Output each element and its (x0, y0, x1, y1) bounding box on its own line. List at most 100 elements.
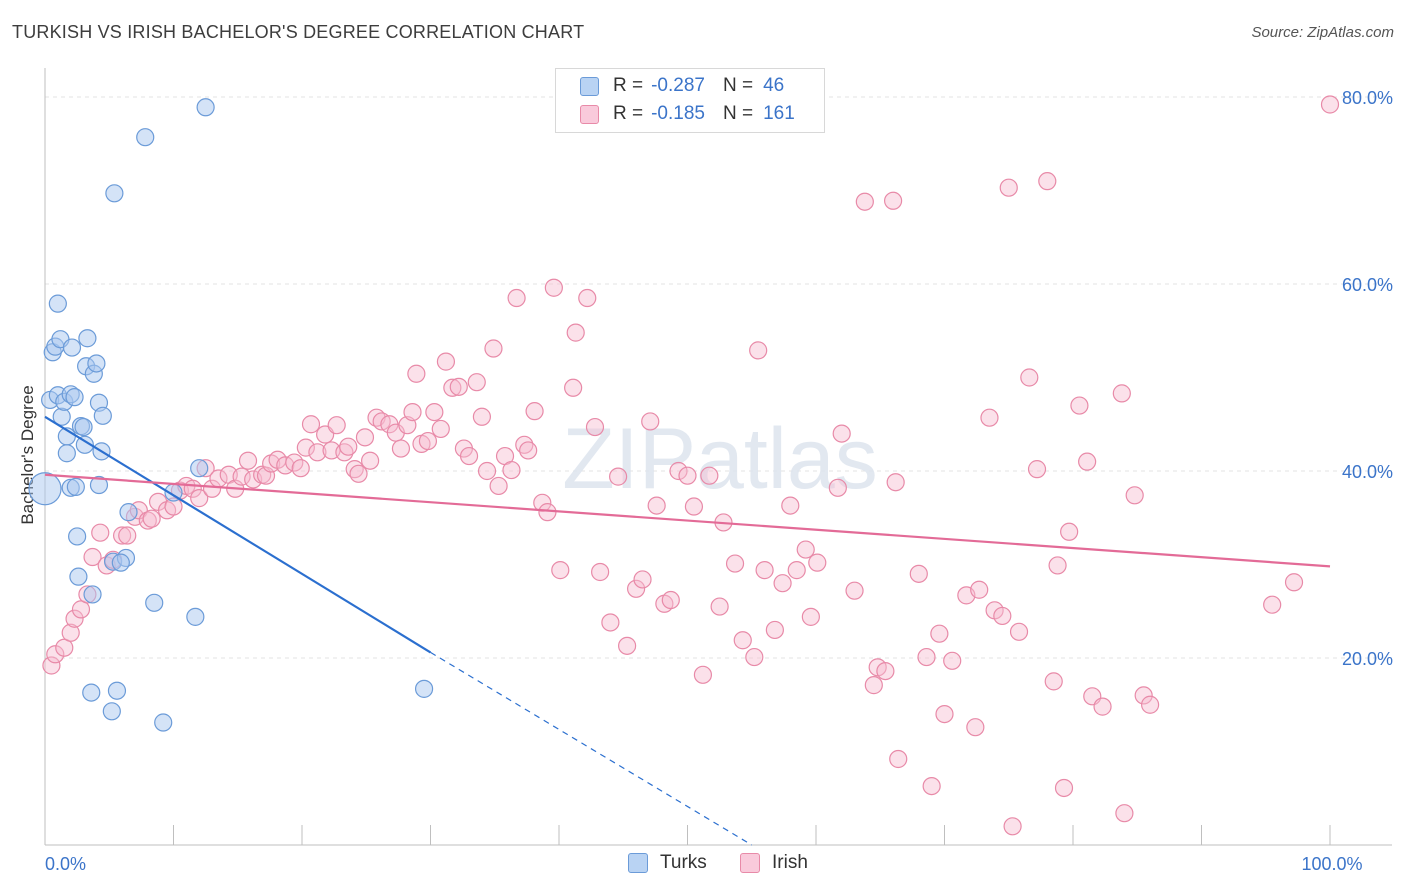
y-tick-label: 60.0% (1342, 275, 1393, 295)
irish-point (308, 443, 327, 462)
irish-point (684, 497, 704, 516)
legend-n-label: N = (722, 75, 754, 96)
irish-point (832, 424, 851, 443)
turks-point (69, 567, 88, 586)
legend-row-irish: R = -0.185 N = 161 (580, 102, 795, 126)
irish-point (507, 288, 526, 308)
irish-point (930, 624, 949, 643)
irish-point (1320, 95, 1340, 114)
tick-labels: 20.0% 40.0% 60.0% 80.0% 0.0% 100.0% (45, 88, 1393, 874)
watermark: ZIPatlas (562, 411, 877, 507)
turks-point (154, 713, 173, 732)
irish-point (855, 192, 874, 211)
irish-point (190, 489, 209, 508)
irish-point (42, 656, 61, 675)
legend-r-label: R = (613, 75, 644, 96)
irish-point (1078, 452, 1097, 471)
irish-point (1115, 804, 1134, 823)
trend-layer (44, 415, 1331, 846)
irish-point (484, 339, 503, 358)
irish-point (966, 718, 985, 737)
irish-point (238, 451, 258, 470)
irish-point (678, 466, 697, 485)
irish-point (578, 288, 597, 308)
legend-r-value: -0.287 (651, 75, 705, 96)
irish-point (361, 451, 380, 470)
irish-point (1048, 556, 1067, 575)
x-tick-label: 0.0% (45, 854, 86, 874)
irish-point (564, 378, 583, 397)
irish-point (232, 467, 251, 486)
irish-point (970, 580, 989, 599)
irish-point (544, 278, 563, 297)
turks-trend-line (44, 415, 432, 654)
irish-point (459, 446, 479, 466)
legend-item-irish[interactable]: Irish (740, 852, 808, 874)
irish-point (538, 503, 557, 522)
turks-point (119, 503, 138, 522)
irish-point (909, 564, 928, 583)
irish-point (700, 466, 719, 485)
turks-point (57, 444, 76, 463)
irish-point (935, 704, 954, 724)
turks-point (414, 679, 434, 698)
turks-point (145, 593, 164, 612)
irish-point (749, 341, 768, 360)
irish-point (467, 373, 486, 392)
irish-point (765, 620, 784, 640)
irish-point (407, 364, 426, 383)
irish-point (1038, 172, 1057, 191)
turks-points (28, 98, 434, 732)
irish-point (1070, 396, 1089, 415)
turks-point (68, 527, 87, 546)
irish-point (626, 579, 646, 598)
irish-point (1003, 817, 1022, 836)
y-tick-label: 80.0% (1342, 88, 1393, 108)
correlation-legend: R = -0.287 N = 46 R = -0.185 N = 161 (555, 68, 825, 133)
irish-point (787, 561, 806, 580)
irish-point (349, 464, 368, 483)
irish-point (296, 438, 315, 457)
irish-point (1125, 486, 1144, 505)
turks-point (62, 338, 82, 357)
legend-label-irish: Irish (772, 852, 808, 873)
irish-point (1044, 672, 1063, 691)
irish-point (801, 607, 820, 626)
turks-trend-extension (430, 651, 753, 846)
legend-r-label: R = (613, 103, 644, 124)
irish-point (980, 408, 999, 427)
turks-swatch (628, 853, 648, 873)
turks-point (66, 477, 85, 496)
irish-point (647, 496, 666, 515)
irish-point (46, 645, 65, 664)
irish-point (693, 665, 713, 684)
irish-point (710, 597, 729, 616)
turks-point (74, 417, 93, 437)
legend-item-turks[interactable]: Turks (628, 852, 707, 874)
irish-point (633, 570, 652, 589)
x-tick-label: 100.0% (1301, 854, 1362, 874)
irish-point (489, 476, 508, 496)
irish-point (585, 417, 605, 437)
chart-title: TURKISH VS IRISH BACHELOR'S DEGREE CORRE… (12, 22, 585, 42)
irish-point (828, 478, 847, 497)
irish-point (391, 439, 411, 458)
irish-point (525, 402, 544, 421)
irish-point (202, 479, 222, 498)
irish-swatch (580, 104, 599, 124)
irish-point (609, 467, 628, 486)
irish-point (993, 606, 1012, 626)
irish-point (745, 647, 764, 667)
irish-point (83, 547, 102, 567)
irish-point (845, 581, 864, 600)
irish-point (472, 407, 491, 426)
source-label: Source: ZipAtlas.com (1251, 24, 1394, 41)
irish-point (566, 323, 585, 342)
irish-trend-line (44, 473, 1331, 568)
irish-point (943, 651, 962, 670)
irish-point (327, 416, 346, 435)
irish-point (1027, 460, 1047, 479)
irish-point (519, 441, 538, 460)
irish-point (755, 561, 774, 580)
irish-point (796, 540, 815, 559)
